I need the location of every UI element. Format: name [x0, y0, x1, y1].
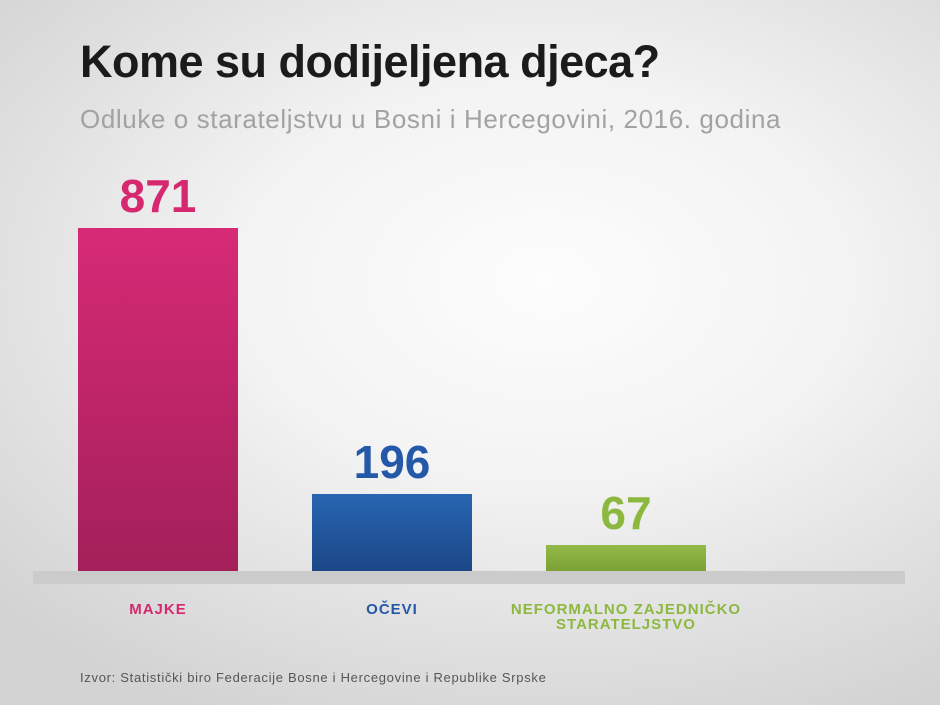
- bar-group-neformalno-zajednicko-starateljstvo: 67: [546, 490, 706, 571]
- bar-value-majke: 871: [119, 170, 197, 222]
- category-label-ocevi: OČEVI: [366, 601, 418, 618]
- bar-value-neformalno-zajednicko-starateljstvo: 67: [600, 487, 652, 539]
- chart-baseline: [33, 571, 905, 584]
- chart-title: Kome su dodijeljena djeca?: [80, 36, 660, 87]
- bar-value-ocevi: 196: [353, 436, 431, 488]
- category-label-neformalno-zajednicko-starateljstvo: NEFORMALNO ZAJEDNIČKO STARATELJSTVO: [510, 601, 742, 633]
- chart-subtitle: Odluke o starateljstvu u Bosni i Hercego…: [80, 104, 782, 134]
- bar-ocevi: [312, 494, 472, 571]
- category-label-majke: MAJKE: [129, 601, 187, 618]
- bar-group-majke: 871: [78, 173, 238, 571]
- bar-neformalno-zajednicko-starateljstvo: [546, 545, 706, 571]
- bar-group-ocevi: 196: [312, 439, 472, 571]
- source-note: Izvor: Statistički biro Federacije Bosne…: [80, 670, 547, 685]
- bar-majke: [78, 228, 238, 571]
